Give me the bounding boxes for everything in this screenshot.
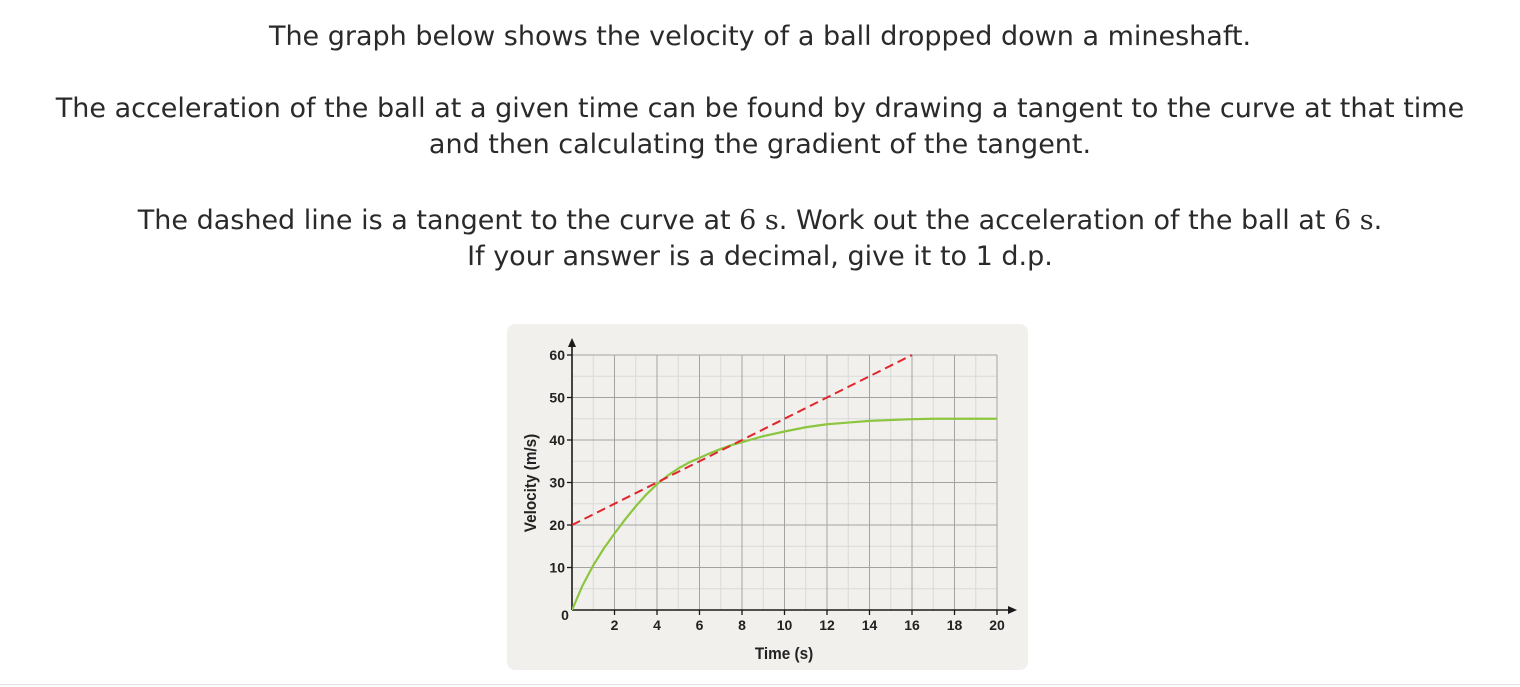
- origin-label: 0: [561, 607, 569, 623]
- y-tick-label: 10: [549, 560, 565, 576]
- x-tick-label: 10: [777, 617, 793, 633]
- x-tick-label: 6: [696, 617, 704, 633]
- x-tick-label: 8: [738, 617, 746, 633]
- x-tick-label: 16: [904, 617, 920, 633]
- time-value: 6 s: [739, 205, 779, 236]
- question-text: and then calculating the gradient of the…: [428, 129, 1092, 160]
- y-axis-arrow: [568, 338, 576, 347]
- x-tick-label: 2: [611, 617, 619, 633]
- axes: [567, 338, 1017, 615]
- question-instruction: The dashed line is a tangent to the curv…: [137, 205, 1383, 236]
- divider: [0, 684, 1520, 685]
- x-tick-label: 18: [947, 617, 963, 633]
- chart-card: [507, 324, 1028, 670]
- grid: [572, 354, 998, 610]
- x-axis-label: Time (s): [755, 644, 813, 663]
- time-value: 6 s: [1334, 205, 1374, 236]
- question-line-2: The acceleration of the ball at a given …: [0, 91, 1520, 163]
- x-tick-label: 14: [862, 617, 878, 633]
- tangent-line: [572, 354, 913, 526]
- series-lines: [572, 354, 997, 611]
- y-tick-label: 20: [549, 517, 565, 533]
- question-text: The graph below shows the velocity of a …: [268, 21, 1252, 52]
- velocity-time-chart: 10 20 30 40 50 60 2 4 6 8 10 12 14 16 18 20 0 Time (s) V…: [521, 338, 1017, 663]
- y-axis-label: Velocity (m/s): [521, 434, 540, 533]
- question-text: The acceleration of the ball at a given …: [55, 93, 1465, 124]
- question-line-3: The dashed line is a tangent to the curv…: [0, 203, 1520, 275]
- x-tick-label: 4: [653, 617, 661, 633]
- tick-labels: 10 20 30 40 50 60 2 4 6 8 10 12 14 16 18 20 0: [549, 347, 1005, 633]
- x-axis-arrow: [1008, 606, 1017, 614]
- y-tick-label: 30: [549, 475, 565, 491]
- y-tick-label: 60: [549, 347, 565, 363]
- x-tick-label: 12: [819, 617, 835, 633]
- velocity-curve: [572, 417, 997, 611]
- x-tick-label: 20: [989, 617, 1005, 633]
- question-line-1: The graph below shows the velocity of a …: [0, 19, 1520, 55]
- y-tick-label: 50: [549, 390, 565, 406]
- y-tick-label: 40: [549, 432, 565, 448]
- rounding-instruction: If your answer is a decimal, give it to …: [467, 241, 1053, 272]
